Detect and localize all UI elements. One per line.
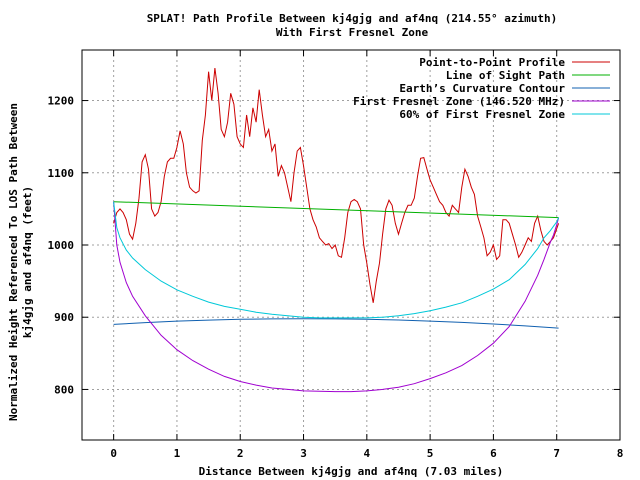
- x-tick-label: 6: [490, 447, 497, 460]
- y-axis-label-line2: kj4gjg and af4nq (feet): [21, 186, 34, 338]
- x-tick-label: 1: [174, 447, 181, 460]
- chart-subtitle: With First Fresnel Zone: [276, 26, 429, 39]
- series-lines: [113, 68, 560, 393]
- series-line-first-fresnel-zone-146-520-mhz: [113, 201, 560, 393]
- x-tick-label: 2: [237, 447, 244, 460]
- x-axis-label: Distance Between kj4gjg and af4nq (7.03 …: [199, 465, 504, 478]
- chart-title: SPLAT! Path Profile Between kj4gjg and a…: [147, 12, 558, 25]
- x-tick-label: 4: [364, 447, 371, 460]
- series-line-earth-s-curvature-contour: [113, 318, 559, 329]
- legend-label: Earth’s Curvature Contour: [399, 82, 565, 95]
- legend-label: Point-to-Point Profile: [419, 56, 565, 69]
- legend-label: 60% of First Fresnel Zone: [399, 108, 565, 121]
- x-tick-label: 5: [427, 447, 434, 460]
- x-tick-label: 7: [553, 447, 560, 460]
- legend-label: First Fresnel Zone (146.520 MHz): [353, 95, 565, 108]
- y-tick-label: 800: [54, 383, 74, 396]
- y-tick-label: 1000: [48, 239, 75, 252]
- x-tick-label: 0: [110, 447, 117, 460]
- series-line-point-to-point-profile: [113, 68, 560, 303]
- y-tick-label: 900: [54, 311, 74, 324]
- y-tick-label: 1100: [48, 167, 75, 180]
- series-line-line-of-sight-path: [113, 201, 559, 219]
- legend-label: Line of Sight Path: [446, 69, 565, 82]
- plot-frame: [81, 49, 621, 441]
- y-axis-label-line1: Normalized Height Referenced To LOS Path…: [7, 103, 20, 421]
- axis-ticks: 0 1 2 3 4 5 6 7 8 800 900 1000 1100 1200: [48, 50, 624, 460]
- y-tick-label: 1200: [48, 95, 75, 108]
- x-tick-label: 8: [617, 447, 624, 460]
- series-line-60-of-first-fresnel-zone: [113, 201, 560, 319]
- x-tick-label: 3: [300, 447, 307, 460]
